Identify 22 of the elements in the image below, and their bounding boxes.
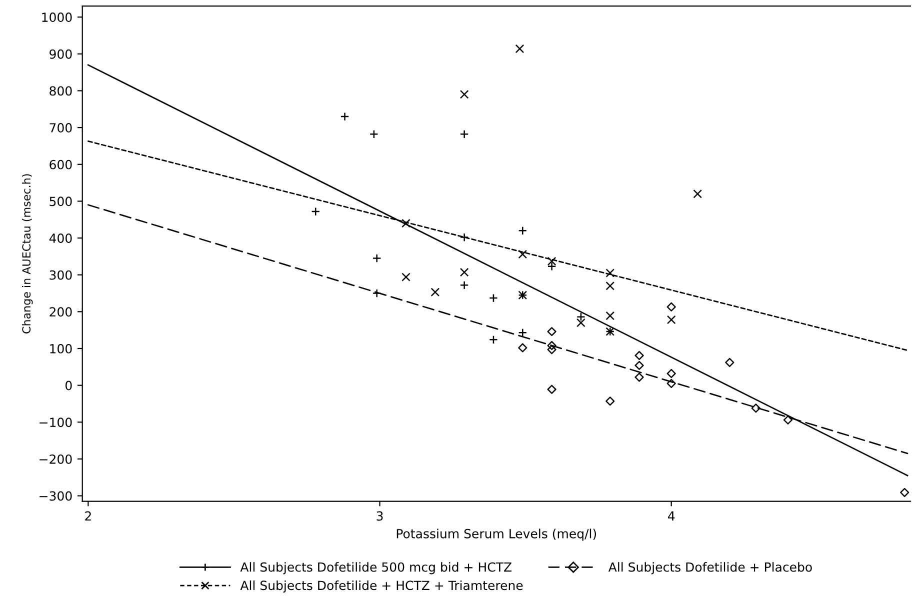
y-tick-label: 0 <box>66 380 72 390</box>
y-tick-label: −100 <box>40 418 72 428</box>
x-tick-label: 2 <box>85 511 91 521</box>
y-tick-label: −200 <box>40 454 72 464</box>
y-tick-label: −300 <box>40 491 72 501</box>
y-tick-label: 400 <box>49 234 72 243</box>
y-tick-label: 100 <box>50 344 72 354</box>
y-tick-label: 300 <box>50 270 72 280</box>
legend-label: All Subjects Dofetilide + HCTZ + Triamterene <box>240 580 523 593</box>
y-axis-title: Change in AUECtau (msec.h) <box>22 174 33 334</box>
y-tick-label: 900 <box>50 49 72 59</box>
y-tick-label: 600 <box>50 160 72 170</box>
y-tick-label: 800 <box>50 86 72 96</box>
y-tick-label: 500 <box>50 196 72 206</box>
y-tick-label: 700 <box>50 123 72 132</box>
y-tick-label: 200 <box>50 307 72 317</box>
legend-label: All Subjects Dofetilide + Placebo <box>608 562 812 574</box>
x-tick-label: 4 <box>668 511 675 521</box>
x-tick-label: 3 <box>376 511 383 521</box>
legend-label: All Subjects Dofetilide 500 mcg bid + HCTZ <box>240 562 512 574</box>
x-axis-title: Potassium Serum Levels (meq/l) <box>396 528 596 541</box>
y-tick-label: 1000 <box>42 12 72 22</box>
